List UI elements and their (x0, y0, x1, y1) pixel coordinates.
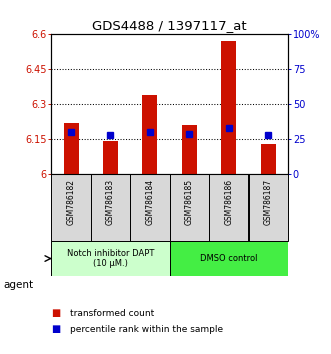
Bar (64, 123, 78, 174)
Text: ■: ■ (51, 308, 61, 318)
Text: percentile rank within the sample: percentile rank within the sample (70, 325, 223, 334)
Title: GDS4488 / 1397117_at: GDS4488 / 1397117_at (92, 19, 247, 33)
Bar (182, 125, 197, 174)
Text: agent: agent (3, 280, 33, 290)
Text: Notch inhibitor DAPT
(10 μM.): Notch inhibitor DAPT (10 μM.) (67, 249, 154, 268)
Text: GSM786186: GSM786186 (224, 179, 233, 225)
Bar (130, 174, 169, 241)
Bar (51, 241, 169, 276)
Bar (91, 174, 130, 241)
Text: GSM786187: GSM786187 (264, 179, 273, 225)
Bar (142, 95, 158, 174)
Bar (221, 41, 236, 174)
Bar (170, 241, 288, 276)
Bar (261, 144, 276, 174)
Text: GSM786184: GSM786184 (145, 179, 155, 225)
Text: GSM786183: GSM786183 (106, 179, 115, 225)
Bar (249, 174, 288, 241)
Bar (103, 142, 118, 174)
Text: DMSO control: DMSO control (200, 254, 258, 263)
Bar (209, 174, 249, 241)
Text: transformed count: transformed count (70, 309, 154, 318)
Bar (51, 174, 91, 241)
Text: GSM786182: GSM786182 (67, 179, 75, 225)
Text: GSM786185: GSM786185 (185, 179, 194, 225)
Bar (170, 174, 209, 241)
Text: ■: ■ (51, 324, 61, 334)
